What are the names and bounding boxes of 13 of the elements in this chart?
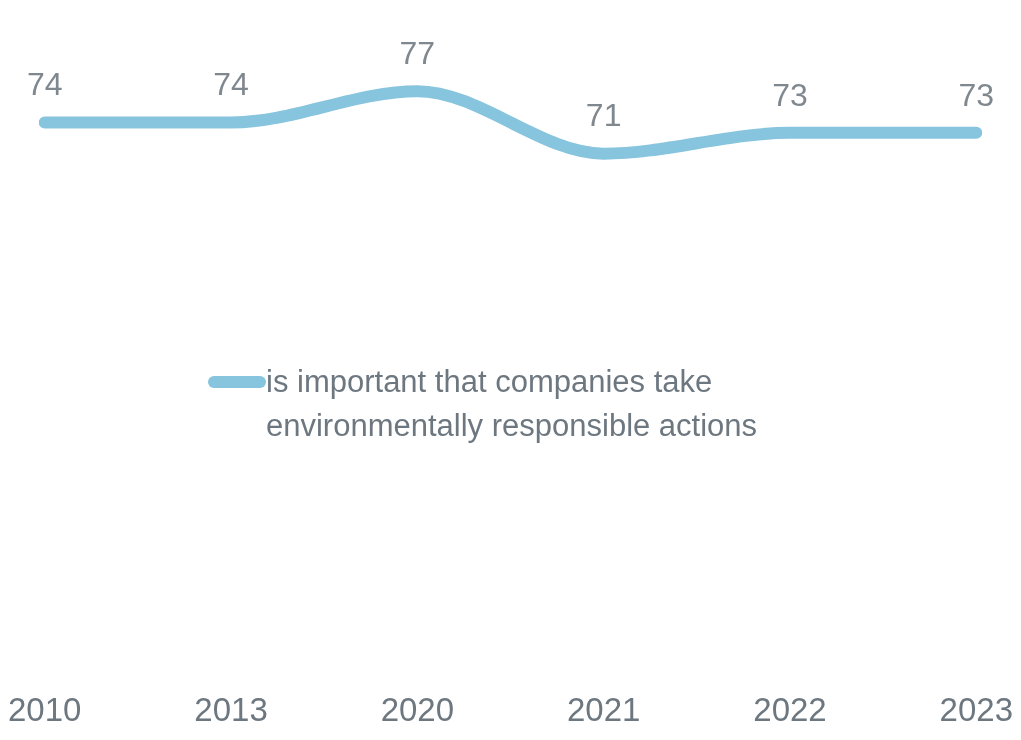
x-tick-label: 2013 <box>194 691 268 729</box>
data-label: 73 <box>772 76 808 113</box>
data-label: 74 <box>26 66 63 103</box>
x-tick-label: 2023 <box>939 691 1013 729</box>
x-tick-label: 2010 <box>8 691 82 729</box>
x-tick-label: 2021 <box>566 691 641 729</box>
data-label: 71 <box>585 97 622 134</box>
legend-label: is important that companies take environmentally responsible actions <box>266 363 759 445</box>
x-tick-label: 2020 <box>380 691 455 729</box>
data-label: 74 <box>213 66 249 103</box>
data-label: 73 <box>958 76 995 113</box>
x-tick-label: 2022 <box>753 691 827 729</box>
data-label: 77 <box>399 35 436 72</box>
